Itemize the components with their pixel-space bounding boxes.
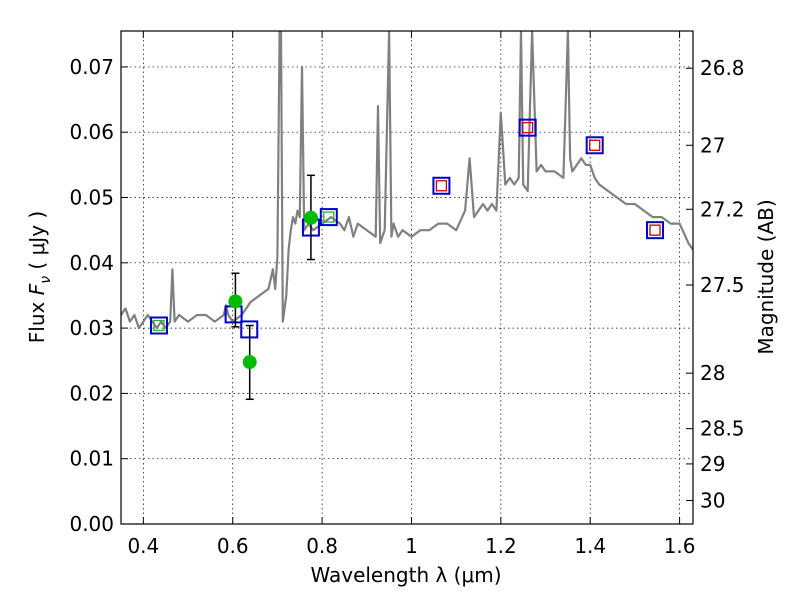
y-tick-label: 0.01 [69, 447, 114, 471]
y-axis-label-left: Flux Fν ( μJy ) [25, 211, 54, 343]
band-flux-square [589, 139, 601, 151]
band-flux-square [435, 180, 448, 192]
axis-ticks: 0.4 0.6 0.8 1 1.2 1.4 1.6 0.00 0.01 0.02 0.03 0.04 0… [69, 31, 745, 558]
x-tick-label: 0.8 [306, 534, 338, 558]
right-tick-label: 27.2 [700, 197, 745, 221]
right-tick-label: 26.8 [700, 56, 745, 80]
y-tick-label: 0.06 [69, 120, 114, 144]
model-flux-square [432, 176, 451, 195]
observed-flux-point [242, 355, 257, 370]
right-tick-label: 29 [700, 452, 725, 476]
right-tick-label: 27 [700, 133, 725, 157]
x-tick-label: 0.6 [217, 534, 249, 558]
y-tick-label: 0.05 [69, 186, 114, 210]
observed-flux-point [228, 294, 243, 309]
y-tick-label: 0.00 [69, 512, 114, 536]
right-tick-label: 28.5 [700, 417, 745, 441]
model-flux-square [149, 316, 168, 335]
y-tick-label: 0.02 [69, 381, 114, 405]
y-axis-label-right: Magnitude (AB) [754, 199, 778, 354]
observed-flux-point [303, 210, 318, 225]
model-flux-square [585, 136, 604, 155]
right-tick-label: 27.5 [700, 273, 745, 297]
x-tick-label: 1.2 [485, 534, 517, 558]
band-flux-square [649, 224, 661, 236]
model-flux-square [646, 221, 665, 240]
band-flux-square [522, 121, 534, 134]
band-flux-square [323, 211, 335, 223]
band-flux-square [153, 319, 165, 332]
y-tick-label: 0.03 [69, 316, 114, 340]
model-flux-square [319, 208, 338, 227]
x-tick-label: 1.6 [664, 534, 696, 558]
x-tick-label: 1 [405, 534, 418, 558]
x-axis-label: Wavelength λ (μm) [310, 563, 501, 587]
x-tick-label: 0.4 [127, 534, 159, 558]
plot-frame [120, 30, 694, 525]
template-spectrum-line [121, 31, 693, 330]
model-flux-square [518, 118, 537, 137]
y-tick-label: 0.07 [69, 55, 114, 79]
x-tick-label: 1.4 [574, 534, 606, 558]
grid-lines [121, 31, 693, 525]
y-tick-label: 0.04 [69, 251, 114, 275]
right-tick-label: 30 [700, 488, 725, 512]
right-tick-label: 28 [700, 361, 725, 385]
